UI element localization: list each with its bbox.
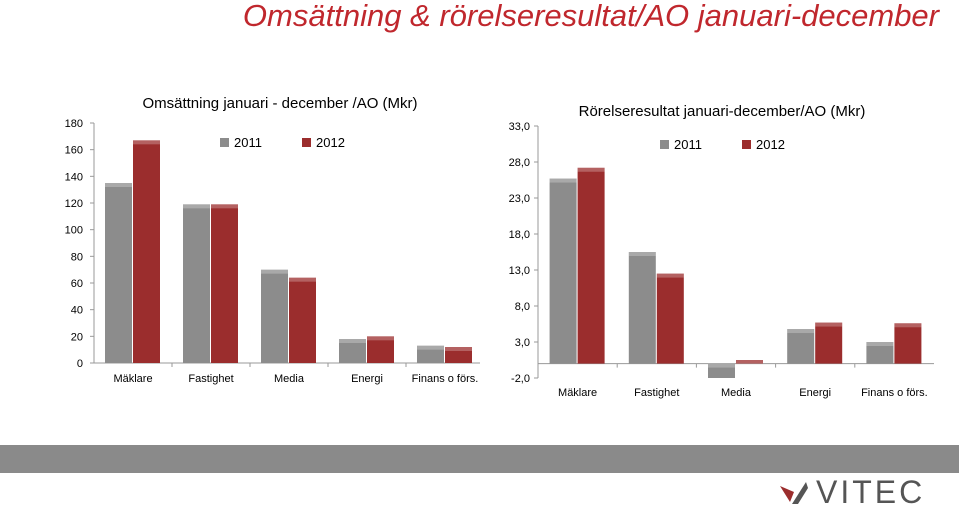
result-y-tick-label: 8,0	[515, 301, 530, 313]
result-bar-highlight-media-2011	[708, 363, 735, 368]
revenue-y-tick-label: 140	[65, 171, 83, 183]
operating-result-chart: Rörelseresultat januari-december/AO (Mkr…	[509, 103, 934, 399]
result-bar-highlight-energi-2011	[787, 329, 815, 334]
revenue-bar-highlight-fastighet-2012	[211, 204, 238, 209]
result-legend-label-2012: 2012	[756, 137, 785, 152]
result-legend-swatch-2011	[660, 140, 669, 149]
revenue-x-label-m-klare: Mäklare	[113, 373, 152, 385]
revenue-bar-highlight-m-klare-2012	[133, 140, 160, 145]
result-bar-fastighet-2011	[628, 252, 656, 364]
result-y-tick-label: -2,0	[511, 373, 530, 385]
result-bar-highlight-fastighet-2011	[628, 252, 656, 256]
result-bar-highlight-finans-o-f-rs-2011	[866, 342, 894, 346]
revenue-y-tick-label: 100	[65, 225, 83, 237]
revenue-bar-finans-o-f-rs-2012	[445, 347, 472, 363]
result-bar-media-2011	[708, 363, 735, 378]
result-legend-swatch-2012	[742, 140, 751, 149]
revenue-legend-label-2012: 2012	[316, 135, 345, 150]
revenue-legend-label-2011: 2011	[234, 135, 262, 150]
revenue-bar-highlight-finans-o-f-rs-2011	[417, 345, 444, 350]
result-bar-highlight-m-klare-2011	[549, 178, 577, 183]
logo-text: VITEC	[816, 474, 926, 510]
result-y-tick-label: 33,0	[509, 121, 530, 133]
revenue-bar-highlight-energi-2012	[367, 336, 394, 341]
revenue-bar-highlight-fastighet-2011	[183, 204, 210, 209]
revenue-bar-media-2011	[261, 269, 288, 363]
revenue-y-tick-label: 120	[65, 198, 83, 210]
revenue-bar-finans-o-f-rs-2011	[417, 345, 444, 363]
result-bar-fastighet-2012	[656, 273, 684, 364]
revenue-y-tick-label: 40	[71, 305, 83, 317]
result-y-tick-label: 18,0	[509, 229, 530, 241]
page-title: Omsättning & rörelseresultat/AO januari-…	[242, 0, 939, 33]
result-bar-finans-o-f-rs-2011	[866, 342, 894, 364]
revenue-y-tick-label: 0	[77, 358, 83, 370]
revenue-y-tick-label: 60	[71, 278, 83, 290]
revenue-legend-swatch-2012	[302, 138, 311, 147]
vitec-logo: VITEC	[776, 474, 936, 510]
result-x-label-m-klare: Mäklare	[558, 387, 597, 399]
result-x-label-finans-o-f-rs: Finans o förs.	[861, 387, 928, 399]
result-y-tick-label: 28,0	[509, 157, 530, 169]
result-bar-highlight-m-klare-2012	[577, 167, 605, 172]
result-bar-highlight-finans-o-f-rs-2012	[894, 323, 922, 328]
revenue-title: Omsättning januari - december /AO (Mkr)	[142, 95, 417, 112]
revenue-bar-highlight-media-2012	[289, 277, 316, 282]
revenue-bar-energi-2012	[367, 336, 394, 363]
revenue-chart: Omsättning januari - december /AO (Mkr) 2…	[65, 95, 480, 385]
result-bar-highlight-energi-2012	[815, 322, 843, 327]
result-bar-m-klare-2011	[549, 178, 577, 364]
vitec-logo-icon	[780, 482, 808, 504]
revenue-bar-highlight-m-klare-2011	[105, 183, 132, 187]
revenue-bar-fastighet-2011	[183, 204, 210, 363]
revenue-x-label-media: Media	[274, 373, 305, 385]
revenue-y-tick-label: 180	[65, 118, 83, 130]
revenue-bar-media-2012	[289, 277, 316, 363]
revenue-x-label-finans-o-f-rs: Finans o förs.	[412, 373, 479, 385]
result-bar-energi-2012	[815, 322, 843, 364]
result-bar-highlight-media-2012	[736, 360, 763, 364]
result-y-tick-label: 3,0	[515, 337, 530, 349]
result-bar-finans-o-f-rs-2012	[894, 323, 922, 364]
result-bar-highlight-fastighet-2012	[656, 273, 684, 278]
result-y-tick-label: 13,0	[509, 265, 530, 277]
result-x-label-fastighet: Fastighet	[634, 387, 679, 399]
revenue-bar-energi-2011	[339, 339, 366, 363]
revenue-y-tick-label: 160	[65, 145, 83, 157]
result-bar-energi-2011	[787, 329, 815, 364]
revenue-bar-fastighet-2012	[211, 204, 238, 363]
footer-band	[0, 445, 959, 473]
revenue-x-label-energi: Energi	[351, 373, 383, 385]
result-bar-m-klare-2012	[577, 167, 605, 364]
result-x-label-media: Media	[721, 387, 752, 399]
result-legend-label-2011: 2011	[674, 137, 702, 152]
revenue-bar-m-klare-2011	[105, 183, 132, 363]
revenue-bar-m-klare-2012	[133, 140, 160, 363]
revenue-y-tick-label: 80	[71, 251, 83, 263]
result-x-label-energi: Energi	[799, 387, 831, 399]
revenue-legend-swatch-2011	[220, 138, 229, 147]
result-title: Rörelseresultat januari-december/AO (Mkr…	[579, 103, 866, 120]
result-y-tick-label: 23,0	[509, 193, 530, 205]
revenue-bar-highlight-finans-o-f-rs-2012	[445, 347, 472, 351]
revenue-x-label-fastighet: Fastighet	[188, 373, 233, 385]
revenue-y-tick-label: 20	[71, 331, 83, 343]
revenue-bar-highlight-energi-2011	[339, 339, 366, 343]
revenue-bar-highlight-media-2011	[261, 269, 288, 274]
result-bar-media-2012	[736, 360, 763, 364]
